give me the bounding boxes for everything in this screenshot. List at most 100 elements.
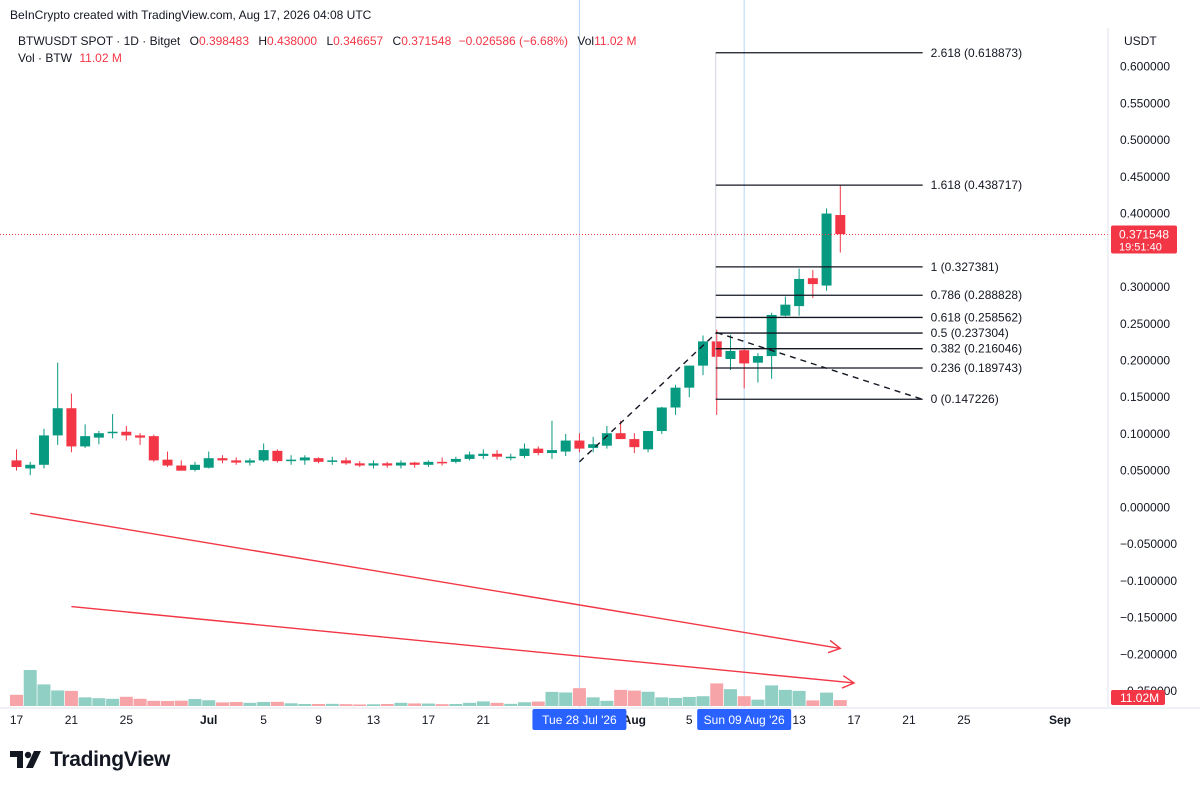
volume-indicator-value: 11.02 M — [79, 51, 122, 65]
candle-body — [752, 356, 763, 363]
price-tick-label: −0.050000 — [1120, 537, 1177, 551]
candle-body — [519, 448, 530, 456]
symbol-legend[interactable]: BTWUSDT SPOT · 1D · Bitget O0.398483 H0.… — [18, 34, 637, 48]
candle-body — [176, 465, 187, 471]
candle-body — [162, 459, 173, 466]
candle-body — [560, 440, 571, 452]
volume-bar — [545, 691, 559, 706]
candles — [0, 185, 1108, 476]
time-axis[interactable]: 17 21 25 Jul 5 9 13 17 21 Aug 5 13 17 21 25 Sep Tue 28 J… — [0, 707, 1200, 730]
volume-bar — [820, 692, 834, 706]
volume-bar — [78, 697, 92, 706]
dashed-trend-line[interactable] — [578, 332, 718, 463]
candle-body — [766, 314, 777, 357]
candle-body — [189, 464, 200, 470]
candle-body — [835, 215, 846, 235]
volume-bar — [284, 703, 298, 706]
date-highlight-tag[interactable] — [532, 709, 627, 730]
price-tick-label: 0.250000 — [1120, 317, 1170, 331]
low-label: L — [326, 34, 334, 48]
volume-indicator-name[interactable]: Vol · BTW — [18, 51, 73, 65]
candle-body — [231, 460, 242, 463]
volume-bar — [202, 700, 216, 706]
volume-bar — [133, 698, 147, 706]
candle-body — [93, 433, 104, 438]
price-tick-label: 0.100000 — [1120, 427, 1170, 441]
candle-body — [615, 433, 626, 440]
volume-bar — [792, 690, 806, 706]
price-axis[interactable]: USDT 0.600000 0.550000 0.500000 0.450000 0.40… — [1107, 28, 1177, 707]
volume-bar — [669, 697, 683, 706]
date-highlight-label: Tue 28 Jul '26 — [542, 713, 617, 727]
price-tick-label: 0.400000 — [1120, 207, 1170, 221]
fib-level-label: 0.5 (0.237304) — [931, 326, 1009, 340]
volume-bar — [215, 702, 229, 706]
trend-lines[interactable] — [30, 331, 923, 689]
price-tick-label: 0.600000 — [1120, 60, 1170, 74]
volume-legend[interactable]: Vol · BTW 11.02 M — [18, 51, 122, 65]
candle-body — [299, 457, 310, 461]
volume-bar — [339, 704, 353, 706]
volume-bar — [682, 696, 696, 706]
volume-bar — [106, 698, 120, 706]
fibonacci-extension[interactable]: 2.618 (0.618873) 1.618 (0.438717) 1 (0.327… — [715, 46, 1022, 406]
candle-body — [148, 436, 159, 461]
candle-body — [121, 431, 132, 436]
volume-trend-arrow[interactable] — [71, 605, 855, 684]
volume-bar — [92, 698, 106, 706]
time-tick-label: 21 — [477, 713, 491, 727]
volume-bars — [10, 670, 847, 706]
time-tick-label: 17 — [10, 713, 24, 727]
volume-bar — [353, 704, 367, 706]
date-highlight-tag[interactable] — [697, 709, 792, 730]
fib-level-label: 1.618 (0.438717) — [931, 178, 1022, 192]
candle-body — [821, 213, 832, 286]
candle-body — [533, 448, 544, 454]
candle-body — [643, 431, 654, 450]
high-value: 0.438000 — [267, 34, 318, 48]
volume-bar — [257, 701, 271, 706]
volume-trend-arrowhead — [841, 675, 856, 689]
volume-bar — [10, 694, 23, 706]
volume-bar — [408, 703, 422, 706]
candle-body — [478, 453, 489, 456]
price-tick-label: 0.000000 — [1120, 500, 1170, 514]
volume-trend-arrowhead — [827, 639, 842, 654]
volume-bar — [504, 703, 518, 706]
close-value: 0.371548 — [401, 34, 452, 48]
symbol-name[interactable]: BTWUSDT SPOT · 1D · Bitget — [18, 34, 181, 48]
volume-bar — [614, 689, 628, 706]
candle-body — [52, 408, 63, 436]
price-tick-label: 0.300000 — [1120, 280, 1170, 294]
price-tick-label: 0.050000 — [1120, 464, 1170, 478]
candle-body — [807, 278, 818, 285]
date-highlight-label: Sun 09 Aug '26 — [704, 713, 785, 727]
candle-body — [272, 450, 283, 462]
volume-bar — [710, 683, 724, 706]
dashed-trend-line[interactable] — [716, 331, 923, 401]
volume-bar — [64, 690, 78, 706]
candle-body — [437, 461, 448, 464]
last-price-value: 0.371548 — [1119, 227, 1169, 241]
candle-body — [629, 439, 640, 448]
candle-body — [780, 304, 791, 316]
price-tick-label: 0.450000 — [1120, 170, 1170, 184]
tradingview-logo[interactable]: TradingView — [10, 748, 170, 772]
volume-label: Vol — [577, 34, 595, 48]
time-tick-label: 5 — [686, 713, 693, 727]
volume-bar — [325, 703, 339, 706]
price-tick-label: −0.100000 — [1120, 574, 1177, 588]
fib-level-label: 0.618 (0.258562) — [931, 310, 1022, 324]
candle-body — [794, 278, 805, 307]
fib-level-label: 0.382 (0.216046) — [931, 342, 1022, 356]
volume-trend-arrow[interactable] — [30, 512, 841, 650]
volume-bar — [174, 700, 188, 706]
time-tick-label: 13 — [792, 713, 806, 727]
candle-body — [546, 450, 557, 454]
candle-body — [670, 387, 681, 408]
time-tick-label: Aug — [623, 713, 646, 727]
volume-bar — [366, 704, 380, 706]
volume-bar — [518, 702, 532, 706]
currency-label[interactable]: USDT — [1124, 34, 1157, 48]
